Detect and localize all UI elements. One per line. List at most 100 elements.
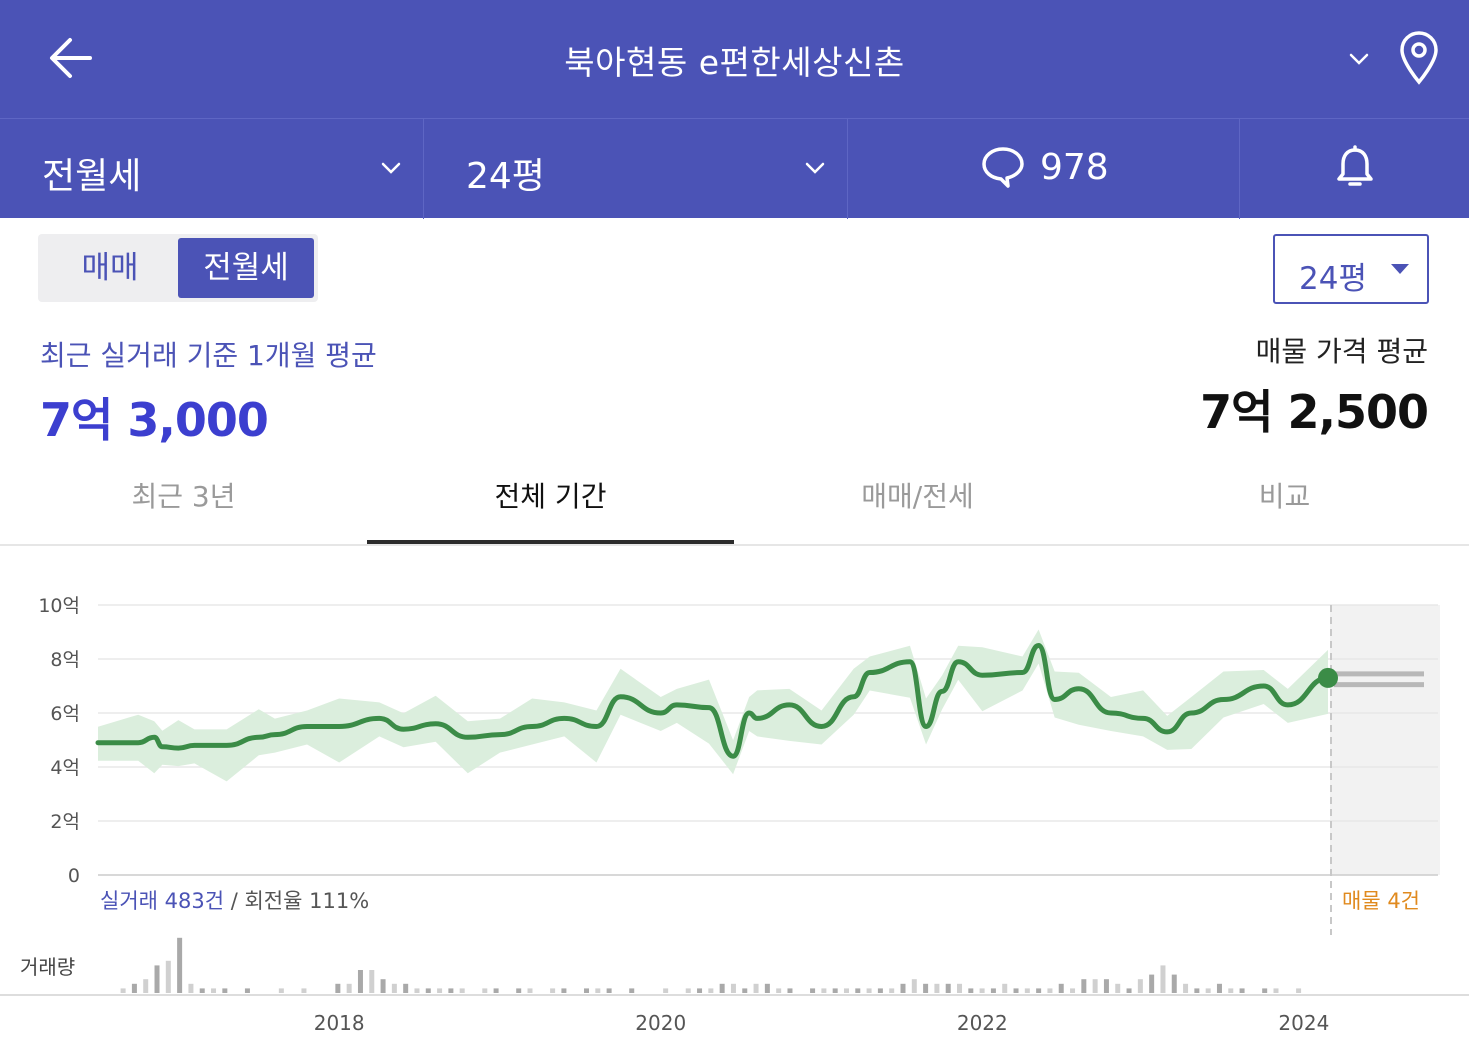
volume-bar bbox=[911, 979, 917, 993]
volume-bar bbox=[663, 988, 669, 993]
volume-bar bbox=[1239, 988, 1245, 993]
volume-bar bbox=[1171, 974, 1177, 993]
volume-bar bbox=[1205, 988, 1211, 993]
size-label: 24평 bbox=[466, 156, 545, 197]
alarm-button[interactable] bbox=[1240, 119, 1469, 219]
filter-bar: 전월세 24평 978 bbox=[0, 118, 1469, 219]
volume-bar bbox=[550, 988, 556, 993]
volume-bar bbox=[584, 988, 590, 993]
bell-icon bbox=[1337, 145, 1373, 186]
volume-bar bbox=[934, 983, 940, 993]
tab-recent-3-years[interactable]: 최근 3년 bbox=[131, 480, 236, 513]
volume-bar bbox=[776, 988, 782, 993]
volume-bar bbox=[561, 988, 567, 993]
volume-bar bbox=[1070, 988, 1076, 993]
price-chart[interactable]: 0 2억 4억 6억 8억 10억 실거래 483건 / 회전율 111% 매물 4건 거… bbox=[0, 570, 1469, 1038]
tab-all-period[interactable]: 전체 기간 bbox=[367, 460, 734, 544]
volume-bar bbox=[493, 988, 499, 993]
comment-count: 978 bbox=[1040, 147, 1109, 188]
map-pin-icon[interactable] bbox=[1394, 28, 1444, 88]
price-line bbox=[95, 643, 1331, 759]
volume-bar bbox=[787, 988, 793, 993]
volume-bar bbox=[199, 988, 205, 993]
volume-bar bbox=[810, 988, 816, 993]
volume-bar bbox=[527, 988, 533, 993]
x-tick-label: 2020 bbox=[635, 1011, 686, 1035]
tab-sale-vs-jeonse[interactable]: 매매/전세 bbox=[861, 480, 974, 513]
listing-price-lines bbox=[1334, 671, 1424, 688]
volume-bar bbox=[120, 988, 126, 993]
volume-bar bbox=[516, 988, 522, 993]
size-filter[interactable]: 24평 bbox=[424, 119, 848, 219]
volume-bar bbox=[1296, 988, 1302, 993]
listing-region bbox=[1330, 605, 1440, 875]
y-axis-ticks: 0 2억 4억 6억 8억 10억 bbox=[38, 595, 80, 887]
arrow-left-icon bbox=[50, 38, 92, 78]
volume-bar bbox=[1228, 988, 1234, 993]
volume-bar bbox=[990, 988, 996, 993]
volume-bar bbox=[165, 960, 171, 993]
x-tick-label: 2018 bbox=[314, 1011, 365, 1035]
volume-bar bbox=[753, 983, 759, 993]
volume-bar bbox=[143, 979, 149, 993]
volume-bar bbox=[1036, 988, 1042, 993]
segment-rent[interactable]: 전월세 bbox=[178, 238, 314, 298]
volume-bar bbox=[821, 988, 827, 993]
volume-bar bbox=[1092, 979, 1098, 993]
volume-bar bbox=[730, 983, 736, 993]
back-button[interactable] bbox=[40, 30, 104, 86]
volume-bar bbox=[742, 988, 748, 993]
latest-price-point[interactable] bbox=[1318, 667, 1338, 688]
volume-bar bbox=[369, 970, 375, 993]
x-tick-label: 2022 bbox=[957, 1011, 1008, 1035]
volume-bar bbox=[403, 983, 409, 993]
volume-bar bbox=[1149, 974, 1155, 993]
footer-separator: / bbox=[224, 889, 244, 913]
volume-bar bbox=[719, 983, 725, 993]
segment-sale[interactable]: 매매 bbox=[81, 250, 139, 286]
volume-bar bbox=[131, 983, 137, 993]
chart-footer: 실거래 483건 / 회전율 111% bbox=[100, 889, 369, 913]
volume-bar bbox=[1194, 988, 1200, 993]
price-range-band bbox=[98, 629, 1328, 782]
comments-button[interactable]: 978 bbox=[848, 119, 1240, 219]
deal-type-segment: 매매 전월세 bbox=[38, 234, 318, 302]
volume-bar bbox=[177, 937, 183, 993]
volume-bar bbox=[629, 988, 635, 993]
volume-bar bbox=[957, 983, 963, 993]
volume-bar bbox=[764, 983, 770, 993]
volume-bar bbox=[945, 983, 951, 993]
volume-bar bbox=[979, 988, 985, 993]
volume-bar bbox=[380, 979, 386, 993]
volume-bar bbox=[832, 988, 838, 993]
size-dropdown[interactable]: 24평 bbox=[1273, 234, 1429, 304]
speech-bubble-icon bbox=[982, 147, 1024, 188]
volume-bar bbox=[1183, 983, 1189, 993]
page-title[interactable]: 북아현동 e편한세상신촌 bbox=[564, 43, 905, 82]
volume-bar bbox=[346, 983, 352, 993]
volume-bar bbox=[1262, 988, 1268, 993]
chevron-down-icon bbox=[805, 162, 825, 174]
tab-compare[interactable]: 비교 bbox=[1258, 480, 1311, 513]
volume-bar bbox=[154, 965, 160, 993]
volume-label: 거래량 bbox=[20, 955, 75, 979]
volume-bar bbox=[855, 988, 861, 993]
y-tick-label: 2억 bbox=[50, 811, 80, 833]
volume-bar bbox=[1126, 988, 1132, 993]
y-tick-label: 6억 bbox=[50, 703, 80, 725]
volume-bar bbox=[414, 988, 420, 993]
volume-bar bbox=[1002, 983, 1008, 993]
caret-down-icon bbox=[1391, 264, 1409, 274]
volume-bar bbox=[843, 988, 849, 993]
volume-bar bbox=[1273, 988, 1279, 993]
volume-bar bbox=[866, 988, 872, 993]
volume-bar bbox=[391, 983, 397, 993]
size-dropdown-value: 24평 bbox=[1299, 261, 1367, 297]
volume-bar bbox=[482, 988, 488, 993]
deal-type-filter[interactable]: 전월세 bbox=[0, 119, 424, 219]
chevron-down-icon[interactable] bbox=[1342, 42, 1376, 76]
y-tick-label: 4억 bbox=[50, 757, 80, 779]
volume-bar bbox=[697, 988, 703, 993]
volume-bar bbox=[459, 988, 465, 993]
volume-bar bbox=[425, 988, 431, 993]
